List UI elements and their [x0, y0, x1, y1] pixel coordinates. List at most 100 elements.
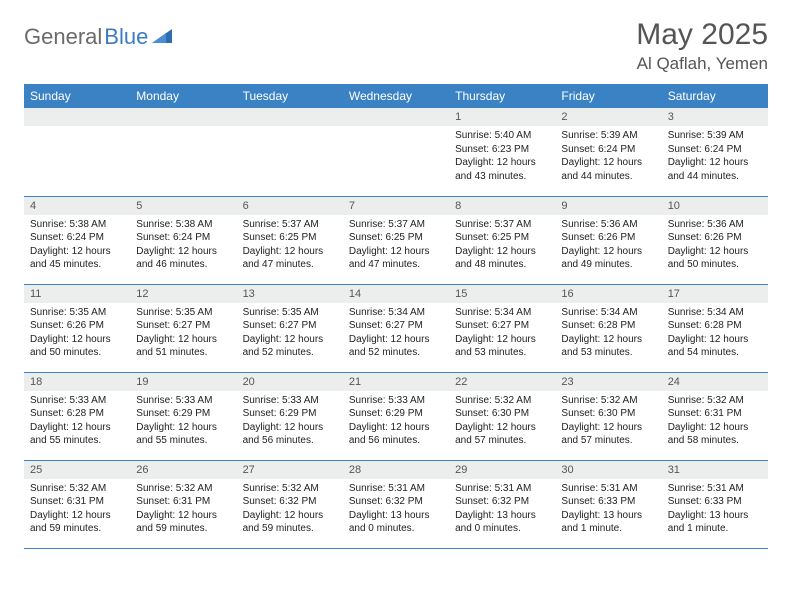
sunset-text: Sunset: 6:26 PM — [30, 319, 124, 333]
day-body: Sunrise: 5:34 AMSunset: 6:28 PMDaylight:… — [662, 303, 768, 364]
calendar-cell: 4Sunrise: 5:38 AMSunset: 6:24 PMDaylight… — [24, 196, 130, 284]
daylight-text: Daylight: 12 hours and 57 minutes. — [561, 421, 655, 448]
day-number: 23 — [555, 373, 661, 391]
day-number: 21 — [343, 373, 449, 391]
calendar-cell: 23Sunrise: 5:32 AMSunset: 6:30 PMDayligh… — [555, 372, 661, 460]
daylight-text: Daylight: 12 hours and 44 minutes. — [561, 156, 655, 183]
sunrise-text: Sunrise: 5:34 AM — [561, 306, 655, 320]
daylight-text: Daylight: 12 hours and 53 minutes. — [455, 333, 549, 360]
sunrise-text: Sunrise: 5:31 AM — [561, 482, 655, 496]
day-body: Sunrise: 5:37 AMSunset: 6:25 PMDaylight:… — [237, 215, 343, 276]
sunset-text: Sunset: 6:33 PM — [668, 495, 762, 509]
sunset-text: Sunset: 6:32 PM — [349, 495, 443, 509]
day-number — [237, 108, 343, 126]
sunrise-text: Sunrise: 5:31 AM — [455, 482, 549, 496]
calendar-cell — [130, 108, 236, 196]
month-title: May 2025 — [636, 18, 768, 52]
calendar-week: 11Sunrise: 5:35 AMSunset: 6:26 PMDayligh… — [24, 284, 768, 372]
sunset-text: Sunset: 6:29 PM — [136, 407, 230, 421]
daylight-text: Daylight: 12 hours and 47 minutes. — [243, 245, 337, 272]
daylight-text: Daylight: 12 hours and 50 minutes. — [30, 333, 124, 360]
daylight-text: Daylight: 13 hours and 1 minute. — [561, 509, 655, 536]
day-number: 2 — [555, 108, 661, 126]
daylight-text: Daylight: 13 hours and 0 minutes. — [455, 509, 549, 536]
sunset-text: Sunset: 6:28 PM — [668, 319, 762, 333]
day-body: Sunrise: 5:35 AMSunset: 6:27 PMDaylight:… — [237, 303, 343, 364]
day-number: 8 — [449, 197, 555, 215]
day-body — [24, 126, 130, 186]
sunset-text: Sunset: 6:27 PM — [243, 319, 337, 333]
daylight-text: Daylight: 12 hours and 53 minutes. — [561, 333, 655, 360]
day-body: Sunrise: 5:33 AMSunset: 6:29 PMDaylight:… — [343, 391, 449, 452]
sunrise-text: Sunrise: 5:32 AM — [243, 482, 337, 496]
day-header: Monday — [130, 84, 236, 108]
day-body: Sunrise: 5:34 AMSunset: 6:27 PMDaylight:… — [343, 303, 449, 364]
sunrise-text: Sunrise: 5:37 AM — [243, 218, 337, 232]
day-body: Sunrise: 5:40 AMSunset: 6:23 PMDaylight:… — [449, 126, 555, 187]
day-number: 17 — [662, 285, 768, 303]
daylight-text: Daylight: 12 hours and 48 minutes. — [455, 245, 549, 272]
day-number: 7 — [343, 197, 449, 215]
calendar-week: 1Sunrise: 5:40 AMSunset: 6:23 PMDaylight… — [24, 108, 768, 196]
day-header: Tuesday — [237, 84, 343, 108]
calendar-head: SundayMondayTuesdayWednesdayThursdayFrid… — [24, 84, 768, 108]
day-number: 5 — [130, 197, 236, 215]
day-body: Sunrise: 5:36 AMSunset: 6:26 PMDaylight:… — [662, 215, 768, 276]
daylight-text: Daylight: 12 hours and 56 minutes. — [243, 421, 337, 448]
sunset-text: Sunset: 6:29 PM — [349, 407, 443, 421]
sunrise-text: Sunrise: 5:33 AM — [136, 394, 230, 408]
sunrise-text: Sunrise: 5:40 AM — [455, 129, 549, 143]
day-number — [343, 108, 449, 126]
day-body: Sunrise: 5:32 AMSunset: 6:30 PMDaylight:… — [555, 391, 661, 452]
sunrise-text: Sunrise: 5:34 AM — [668, 306, 762, 320]
sunset-text: Sunset: 6:30 PM — [455, 407, 549, 421]
calendar-body: 1Sunrise: 5:40 AMSunset: 6:23 PMDaylight… — [24, 108, 768, 548]
sunrise-text: Sunrise: 5:35 AM — [136, 306, 230, 320]
day-body: Sunrise: 5:35 AMSunset: 6:27 PMDaylight:… — [130, 303, 236, 364]
sunset-text: Sunset: 6:28 PM — [561, 319, 655, 333]
day-number: 3 — [662, 108, 768, 126]
day-body: Sunrise: 5:34 AMSunset: 6:28 PMDaylight:… — [555, 303, 661, 364]
day-number: 27 — [237, 461, 343, 479]
daylight-text: Daylight: 12 hours and 54 minutes. — [668, 333, 762, 360]
calendar-table: SundayMondayTuesdayWednesdayThursdayFrid… — [24, 84, 768, 549]
day-number: 4 — [24, 197, 130, 215]
daylight-text: Daylight: 13 hours and 0 minutes. — [349, 509, 443, 536]
calendar-cell — [237, 108, 343, 196]
sunset-text: Sunset: 6:24 PM — [561, 143, 655, 157]
sunrise-text: Sunrise: 5:31 AM — [349, 482, 443, 496]
day-body: Sunrise: 5:37 AMSunset: 6:25 PMDaylight:… — [449, 215, 555, 276]
sunrise-text: Sunrise: 5:33 AM — [30, 394, 124, 408]
day-body: Sunrise: 5:38 AMSunset: 6:24 PMDaylight:… — [130, 215, 236, 276]
calendar-cell: 24Sunrise: 5:32 AMSunset: 6:31 PMDayligh… — [662, 372, 768, 460]
sunrise-text: Sunrise: 5:36 AM — [561, 218, 655, 232]
calendar-cell: 9Sunrise: 5:36 AMSunset: 6:26 PMDaylight… — [555, 196, 661, 284]
day-number: 9 — [555, 197, 661, 215]
day-number: 20 — [237, 373, 343, 391]
calendar-cell: 8Sunrise: 5:37 AMSunset: 6:25 PMDaylight… — [449, 196, 555, 284]
day-body: Sunrise: 5:39 AMSunset: 6:24 PMDaylight:… — [662, 126, 768, 187]
sunset-text: Sunset: 6:32 PM — [243, 495, 337, 509]
calendar-cell: 27Sunrise: 5:32 AMSunset: 6:32 PMDayligh… — [237, 460, 343, 548]
calendar-cell: 12Sunrise: 5:35 AMSunset: 6:27 PMDayligh… — [130, 284, 236, 372]
calendar-cell: 3Sunrise: 5:39 AMSunset: 6:24 PMDaylight… — [662, 108, 768, 196]
calendar-cell: 25Sunrise: 5:32 AMSunset: 6:31 PMDayligh… — [24, 460, 130, 548]
sunset-text: Sunset: 6:25 PM — [349, 231, 443, 245]
day-body: Sunrise: 5:32 AMSunset: 6:30 PMDaylight:… — [449, 391, 555, 452]
sunset-text: Sunset: 6:32 PM — [455, 495, 549, 509]
calendar-cell: 7Sunrise: 5:37 AMSunset: 6:25 PMDaylight… — [343, 196, 449, 284]
day-body: Sunrise: 5:32 AMSunset: 6:32 PMDaylight:… — [237, 479, 343, 540]
sunrise-text: Sunrise: 5:38 AM — [136, 218, 230, 232]
header: General Blue May 2025 Al Qaflah, Yemen — [24, 18, 768, 74]
sunset-text: Sunset: 6:27 PM — [136, 319, 230, 333]
day-body: Sunrise: 5:36 AMSunset: 6:26 PMDaylight:… — [555, 215, 661, 276]
brand-sail-icon — [152, 26, 174, 49]
day-header: Friday — [555, 84, 661, 108]
day-header: Sunday — [24, 84, 130, 108]
calendar-cell: 13Sunrise: 5:35 AMSunset: 6:27 PMDayligh… — [237, 284, 343, 372]
sunrise-text: Sunrise: 5:39 AM — [561, 129, 655, 143]
daylight-text: Daylight: 12 hours and 52 minutes. — [349, 333, 443, 360]
sunrise-text: Sunrise: 5:38 AM — [30, 218, 124, 232]
daylight-text: Daylight: 12 hours and 56 minutes. — [349, 421, 443, 448]
sunset-text: Sunset: 6:23 PM — [455, 143, 549, 157]
